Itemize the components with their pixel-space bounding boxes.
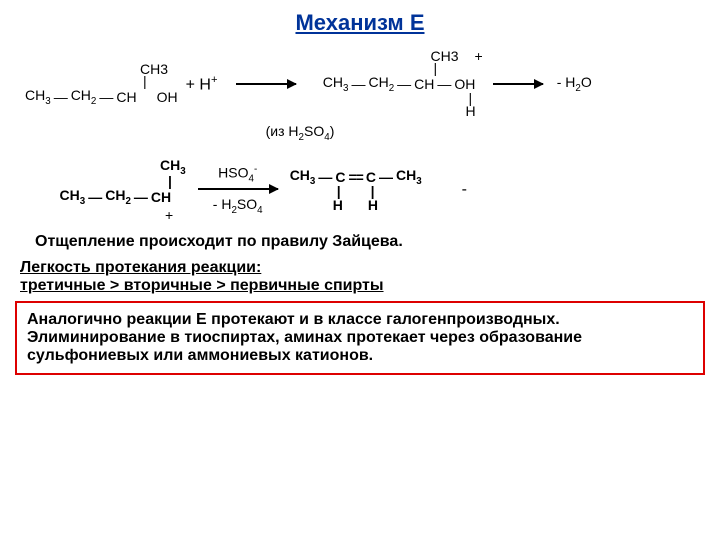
- ch3-top: CH3: [160, 157, 186, 177]
- below-arrow: - H2SO4: [198, 196, 278, 216]
- oh-group: OH: [454, 76, 475, 92]
- atom: CH2: [71, 87, 97, 107]
- bond: —: [434, 76, 454, 92]
- ease-title: Легкость протекания реакции:: [20, 259, 261, 276]
- vbond: |: [371, 187, 375, 197]
- above-arrow: HSO4-: [198, 164, 278, 184]
- acid-source-note: (из H2SO4): [0, 123, 705, 143]
- atom: CH: [116, 89, 136, 105]
- arrow-with-labels: HSO4- - H2SO4: [198, 164, 278, 216]
- atom: CH2: [368, 74, 394, 94]
- vbond: |: [469, 94, 473, 104]
- reaction-arrow: [493, 83, 543, 85]
- reaction-step-2: CH3 | CH3 — CH2 — CH + HSO4- - H2SO4 CH3: [45, 157, 705, 222]
- bond: —: [131, 189, 151, 205]
- vbond: |: [143, 77, 147, 87]
- atom: CH3: [25, 87, 51, 107]
- reactivity-order: Легкость протекания реакции: третичные >…: [20, 259, 705, 295]
- bond: —: [315, 169, 335, 185]
- charge-plus: +: [475, 48, 483, 64]
- ease-order: третичные > вторичные > первичные спирты: [20, 277, 384, 294]
- atom: CH3: [60, 187, 86, 207]
- oh-group: OH: [157, 89, 178, 105]
- double-bond: ==: [346, 169, 366, 185]
- plus-proton: + H+: [186, 74, 218, 94]
- h-atom: H: [368, 197, 378, 213]
- bond: —: [85, 189, 105, 205]
- atom: CH3: [323, 74, 349, 94]
- product-1: CH3 + | CH3 — CH2 — CH — OH | H: [316, 48, 483, 119]
- h-atom: H: [466, 103, 476, 119]
- vbond: |: [168, 177, 172, 187]
- reaction-arrow: [198, 188, 278, 190]
- atom: CH: [151, 189, 171, 205]
- bond: —: [348, 76, 368, 92]
- atom: CH2: [105, 187, 131, 207]
- bond: —: [394, 76, 414, 92]
- alkene-product: CH3 — C == C — CH3 | | H H: [290, 167, 422, 213]
- reaction-step-1: CH3 | CH3 — CH2 — CH OH + H+ CH3 + |: [25, 48, 705, 119]
- charge-plus: +: [165, 207, 173, 223]
- page-title: Механизм Е: [15, 10, 705, 36]
- bond: —: [376, 169, 396, 185]
- atom: CH: [414, 76, 434, 92]
- bond: —: [96, 89, 116, 105]
- atom: CH3: [396, 167, 422, 187]
- carbocation: CH3 | CH3 — CH2 — CH +: [45, 157, 186, 222]
- reaction-arrow: [236, 83, 296, 85]
- reactant-1: CH3 | CH3 — CH2 — CH OH: [25, 61, 178, 107]
- minus-sign: -: [462, 181, 467, 199]
- red-note-box: Аналогично реакции Е протекают и в класс…: [15, 301, 705, 375]
- loss-water: - H2O: [557, 74, 592, 94]
- zaitsev-rule: Отщепление происходит по правилу Зайцева…: [35, 233, 705, 251]
- bond: —: [51, 89, 71, 105]
- atom: CH3: [290, 167, 316, 187]
- h-atom: H: [333, 197, 343, 213]
